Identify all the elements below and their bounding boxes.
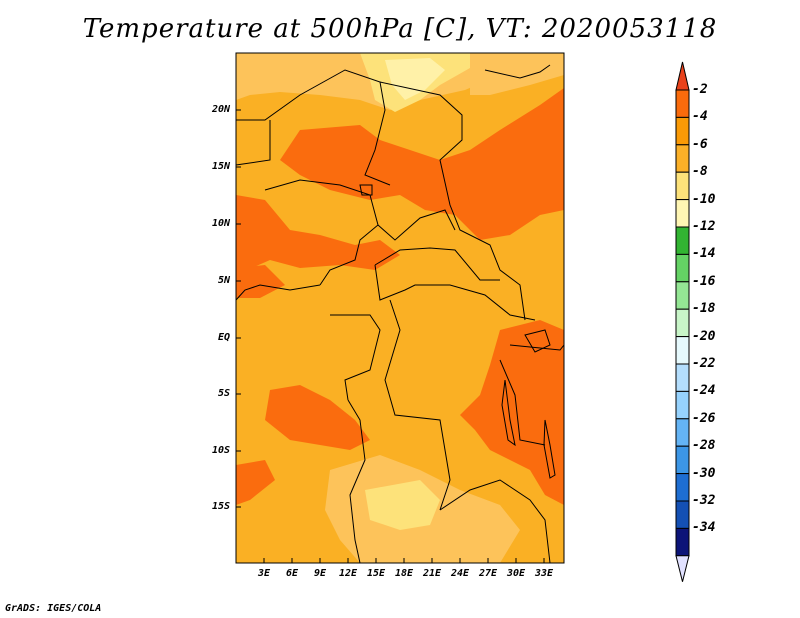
colorbar-label: -18 bbox=[692, 301, 716, 317]
colorbar-top-triangle bbox=[675, 61, 690, 91]
colorbar-label: -14 bbox=[692, 246, 716, 262]
lon-label: 9E bbox=[313, 568, 327, 579]
lat-label: 5N bbox=[217, 275, 230, 286]
colorbar-label: -2 bbox=[692, 82, 708, 97]
warm-band-west bbox=[236, 195, 400, 275]
colorbar-label: -24 bbox=[692, 383, 716, 399]
border-path bbox=[374, 247, 500, 281]
colorbar-label: -8 bbox=[692, 164, 708, 180]
border-path bbox=[384, 299, 451, 511]
warm-region-east-africa bbox=[460, 320, 564, 505]
colorbar-swatch bbox=[675, 144, 690, 173]
lon-label: 21E bbox=[422, 568, 442, 579]
colorbar-label: -10 bbox=[692, 191, 716, 207]
border-path bbox=[347, 399, 366, 564]
lon-label: 12E bbox=[338, 568, 358, 579]
colorbar-swatch bbox=[675, 390, 690, 420]
colorbar-label: -12 bbox=[692, 219, 716, 234]
warm-region-angola bbox=[265, 385, 370, 450]
colorbar-swatch bbox=[675, 500, 690, 529]
country-borders bbox=[235, 64, 565, 564]
lon-label: 33E bbox=[534, 568, 554, 579]
colorbar-swatch bbox=[675, 116, 690, 146]
lat-label: 15N bbox=[211, 161, 230, 172]
lake-tanganyika bbox=[501, 379, 516, 447]
border-path bbox=[377, 209, 456, 241]
border-path bbox=[379, 81, 526, 321]
colorbar-label: -30 bbox=[692, 465, 716, 481]
lake-victoria bbox=[524, 329, 551, 353]
colorbar-label: -22 bbox=[692, 356, 716, 371]
border-path bbox=[374, 264, 536, 321]
border-path bbox=[439, 479, 551, 564]
temperature-field bbox=[236, 53, 564, 563]
border-path bbox=[235, 120, 271, 166]
map-frame bbox=[235, 52, 565, 564]
colorbar-swatch bbox=[675, 281, 690, 310]
credit-label: GrADS: IGES/COLA bbox=[5, 603, 102, 614]
lat-label: 20N bbox=[211, 104, 230, 115]
lon-label: 3E bbox=[257, 568, 271, 579]
colorbar-swatch bbox=[675, 418, 690, 447]
palest-region-south bbox=[365, 480, 440, 530]
map-title: Temperature at 500hPa [C], VT: 202005311… bbox=[82, 14, 718, 44]
border-path bbox=[499, 359, 546, 446]
colorbar-label: -34 bbox=[692, 520, 716, 536]
colorbar-swatch bbox=[675, 527, 690, 557]
colorbar-swatch bbox=[675, 89, 690, 118]
lon-label: 27E bbox=[478, 568, 498, 579]
colorbar-swatch bbox=[675, 199, 690, 228]
lake-chad bbox=[359, 184, 373, 196]
colorbar-swatch bbox=[675, 473, 690, 502]
colorbar-swatch bbox=[675, 226, 690, 255]
colorbar-swatch bbox=[675, 171, 690, 201]
border-path bbox=[235, 284, 321, 301]
palest-core bbox=[385, 58, 445, 100]
colorbar-label: -28 bbox=[692, 438, 716, 454]
colorbar-swatch bbox=[675, 363, 690, 392]
colorbar-label: -20 bbox=[692, 328, 716, 344]
lon-label: 30E bbox=[506, 568, 526, 579]
colorbar-label: -6 bbox=[692, 136, 708, 152]
warm-band-sahel bbox=[280, 88, 564, 240]
colorbar-label: -16 bbox=[692, 273, 716, 289]
light-region-north-east bbox=[470, 53, 564, 95]
colorbar-label: -32 bbox=[692, 493, 716, 508]
lon-label: 15E bbox=[366, 568, 386, 579]
lat-label: EQ bbox=[217, 332, 230, 343]
colorbar-label: -4 bbox=[692, 109, 708, 125]
lake-malawi bbox=[543, 419, 556, 479]
colorbar-swatch bbox=[675, 336, 690, 365]
warm-region-south-west bbox=[236, 460, 275, 505]
lon-label: 6E bbox=[285, 568, 299, 579]
lat-label: 5S bbox=[217, 388, 230, 399]
lon-label: 18E bbox=[394, 568, 414, 579]
colorbar-swatch bbox=[675, 445, 690, 475]
lon-label: 24E bbox=[450, 568, 470, 579]
border-path bbox=[330, 314, 381, 401]
warm-band-coast bbox=[236, 265, 285, 298]
axis-ticks bbox=[236, 109, 545, 563]
border-path bbox=[484, 64, 551, 79]
colorbar-swatch bbox=[675, 253, 690, 283]
colorbar bbox=[675, 61, 690, 582]
lat-label: 10S bbox=[211, 445, 230, 456]
lat-label: 15S bbox=[211, 501, 230, 512]
colorbar-label: -26 bbox=[692, 410, 716, 426]
border-path bbox=[509, 344, 565, 351]
colorbar-swatch bbox=[675, 308, 690, 338]
lat-label: 10N bbox=[211, 218, 230, 229]
colorbar-bottom-triangle bbox=[675, 555, 690, 582]
